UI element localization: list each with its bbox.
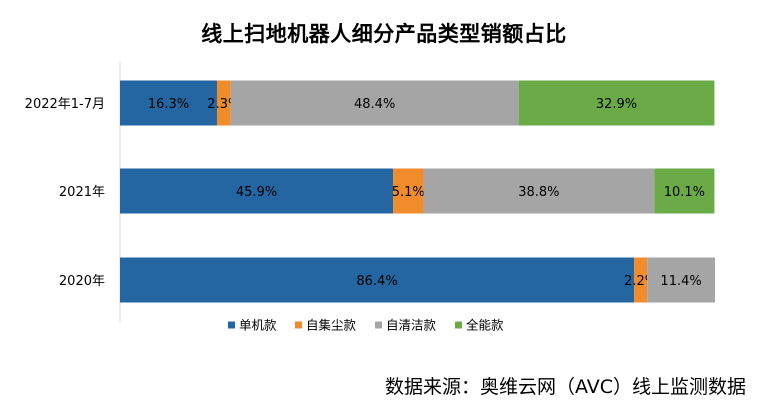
bar-segment <box>120 168 394 214</box>
bar-segment <box>654 168 715 214</box>
legend-swatch <box>295 321 302 329</box>
bar-segment <box>120 80 217 126</box>
data-label: 38.8% <box>518 185 559 200</box>
bar-segment <box>393 168 424 214</box>
legend-swatch <box>455 321 462 329</box>
legend-label: 全能款 <box>466 318 504 333</box>
legend-swatch <box>375 321 382 329</box>
data-label: 86.4% <box>356 274 397 289</box>
data-label: 11.4% <box>660 274 701 289</box>
data-label: 45.9% <box>236 185 277 200</box>
legend-label: 自集尘款 <box>306 318 357 333</box>
bar-segment <box>647 257 715 303</box>
legend-swatch <box>228 321 235 329</box>
legend-label: 自清洁款 <box>386 318 437 333</box>
data-label: 5.1% <box>392 185 425 200</box>
legend-label: 单机款 <box>239 318 277 333</box>
category-label: 2022年1-7月 <box>25 97 105 112</box>
data-label: 16.3% <box>148 97 189 112</box>
category-label: 2021年 <box>59 185 105 200</box>
bar-segment <box>518 80 715 126</box>
bar-segment <box>216 80 231 126</box>
data-label: 48.4% <box>354 97 395 112</box>
data-label: 10.1% <box>664 185 705 200</box>
bar-segment <box>423 168 655 214</box>
data-source-note: 数据来源：奥维云网（AVC）线上监测数据 <box>384 376 746 398</box>
bar-segment <box>120 257 635 303</box>
bar-segment <box>634 257 648 303</box>
data-label: 32.9% <box>596 97 637 112</box>
category-label: 2020年 <box>59 274 105 289</box>
chart-title: 线上扫地机器人细分产品类型销额占比 <box>201 22 567 46</box>
bar-segment <box>230 80 519 126</box>
